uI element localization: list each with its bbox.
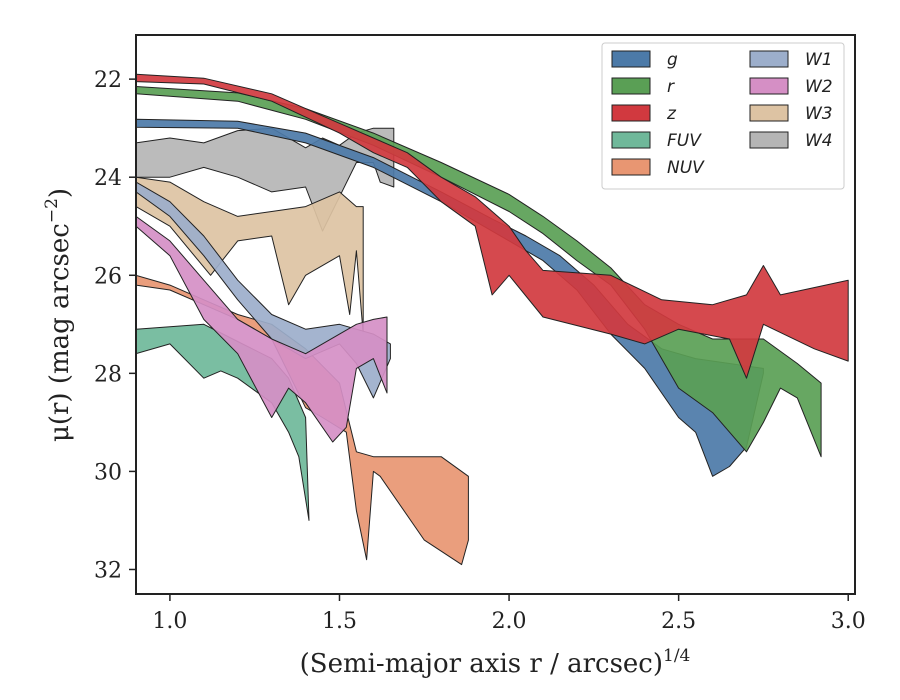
legend: grz FUV NUV W1 W2 W3 W4 xyxy=(601,42,845,190)
x-axis-label: (Semi-major axis r / arcsec)1/4 xyxy=(300,646,691,679)
legend-swatch-w2 xyxy=(749,77,789,95)
series-areas xyxy=(136,73,849,566)
legend-swatch-nuv xyxy=(611,158,651,176)
x-tick-label: 3.0 xyxy=(831,609,866,634)
y-tick-label: 30 xyxy=(94,460,122,485)
series-band-w2 xyxy=(136,215,388,443)
x-tick-label: 1.5 xyxy=(322,609,357,634)
legend-swatch-r xyxy=(611,77,651,95)
series-band-z xyxy=(136,73,849,379)
series-band-r xyxy=(136,86,822,458)
legend-swatch-w3 xyxy=(749,104,789,122)
x-tick-label: 2.5 xyxy=(661,609,696,634)
legend-label-nuv: NUV xyxy=(667,158,705,178)
y-tick-label: 24 xyxy=(94,166,122,191)
y-axis-ticks: 22 24 26 28 30 32 xyxy=(94,68,136,583)
x-axis-ticks: 1.0 1.5 2.0 2.5 3.0 xyxy=(152,594,866,634)
legend-label-w2: W2 xyxy=(805,77,833,97)
legend-label-g: g xyxy=(667,50,678,70)
legend-label-w3: W3 xyxy=(805,104,833,124)
y-tick-label: 32 xyxy=(94,558,122,583)
x-tick-label: 2.0 xyxy=(492,609,527,634)
legend-swatch-w4 xyxy=(749,131,789,149)
legend-swatch-fuv xyxy=(611,131,651,149)
legend-label-r: r xyxy=(667,77,675,97)
legend-swatch-z xyxy=(611,104,651,122)
y-axis-label: μ(r) (mag arcsec−2) xyxy=(42,188,75,442)
legend-label-fuv: FUV xyxy=(667,131,702,151)
y-tick-label: 26 xyxy=(94,264,122,289)
legend-swatch-g xyxy=(611,50,651,68)
y-tick-label: 22 xyxy=(94,68,122,93)
y-tick-label: 28 xyxy=(94,362,122,387)
legend-swatch-w1 xyxy=(749,50,789,68)
x-tick-label: 1.0 xyxy=(152,609,187,634)
legend-label-w1: W1 xyxy=(805,50,833,70)
legend-label-w4: W4 xyxy=(805,131,833,151)
plot-frame xyxy=(135,34,856,595)
legend-label-z: z xyxy=(666,104,677,124)
